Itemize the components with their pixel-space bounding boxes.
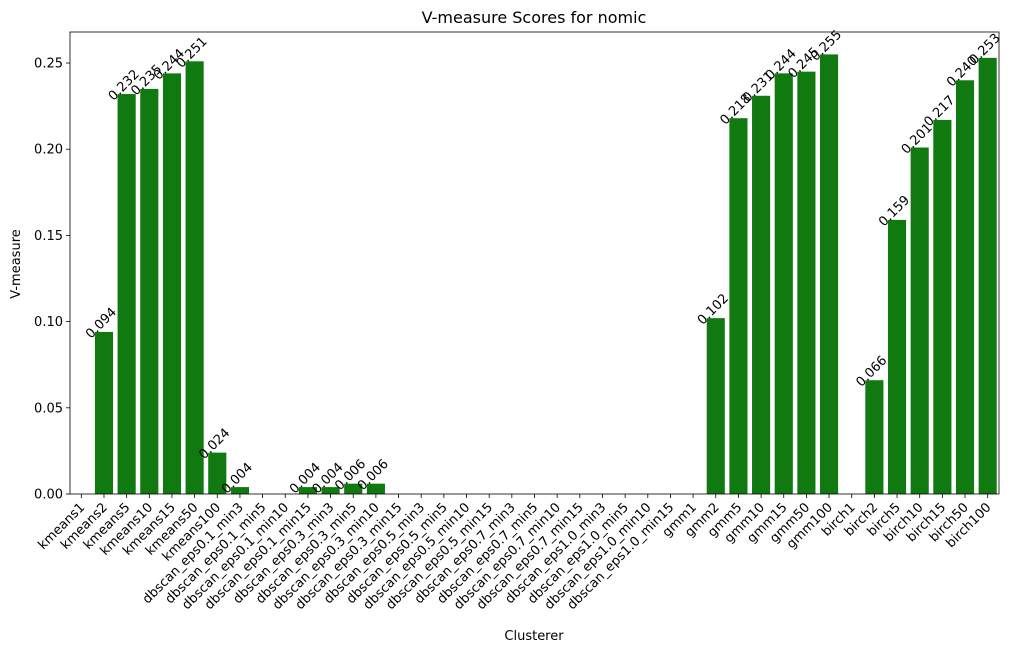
y-axis-title: V-measure xyxy=(9,229,24,299)
x-axis: kmeans1kmeans2kmeans5kmeans10kmeans15kme… xyxy=(36,494,994,613)
bar xyxy=(887,219,907,494)
y-tick-label: 0.00 xyxy=(34,488,63,503)
bar xyxy=(865,380,884,494)
bar xyxy=(729,118,748,494)
bar xyxy=(230,487,250,494)
bar xyxy=(185,61,204,495)
bar xyxy=(208,452,227,494)
x-axis-title: Clusterer xyxy=(504,629,564,644)
bar xyxy=(910,147,929,494)
bar xyxy=(94,331,114,494)
bar xyxy=(162,73,182,495)
bar xyxy=(774,73,793,495)
y-tick-label: 0.15 xyxy=(34,229,63,244)
bar xyxy=(140,88,159,494)
bars-group xyxy=(94,54,997,495)
bar xyxy=(820,54,839,494)
bar xyxy=(955,80,975,495)
axes-box xyxy=(69,31,1000,495)
bar xyxy=(797,71,816,495)
bar xyxy=(117,94,136,494)
bar xyxy=(978,57,997,495)
bar xyxy=(321,487,340,494)
bar xyxy=(366,483,385,494)
bar xyxy=(298,487,317,494)
bar xyxy=(933,119,952,495)
bar xyxy=(752,95,771,494)
plot-frame xyxy=(69,31,1000,495)
y-tick-label: 0.25 xyxy=(34,57,63,72)
bar xyxy=(706,318,725,494)
y-tick-label: 0.20 xyxy=(34,143,63,158)
y-tick-label: 0.10 xyxy=(34,315,63,330)
chart-title: V-measure Scores for nomic xyxy=(422,8,647,27)
y-axis: 0.00 0.05 0.10 0.15 0.20 0.25 xyxy=(34,57,70,503)
y-tick-label: 0.05 xyxy=(34,401,63,416)
bar xyxy=(344,483,363,494)
